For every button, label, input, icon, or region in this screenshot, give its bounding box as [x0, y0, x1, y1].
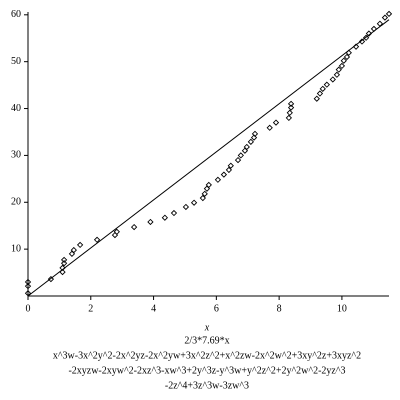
point: [113, 228, 120, 235]
point: [340, 57, 347, 64]
point: [24, 278, 32, 286]
caption: -2xyzw-2xyw^2-2xz^3-xw^3+2y^3z-y^3w+y^2z…: [68, 365, 345, 376]
point: [385, 10, 393, 18]
point: [161, 214, 169, 221]
point: [335, 66, 342, 73]
point: [59, 264, 66, 272]
y-tick-label: 60: [11, 9, 21, 20]
point: [214, 176, 222, 183]
point: [234, 156, 242, 164]
point: [130, 223, 138, 231]
point: [59, 268, 66, 276]
point: [170, 209, 178, 217]
point: [227, 162, 234, 169]
point: [319, 85, 326, 92]
point: [220, 171, 228, 178]
caption: -2z^4+3z^3w-3zw^3: [165, 380, 249, 391]
point: [205, 181, 212, 189]
point: [247, 138, 255, 145]
point: [251, 130, 259, 137]
point: [60, 256, 68, 264]
point: [285, 114, 292, 122]
point: [329, 76, 336, 83]
point: [352, 43, 360, 50]
point: [60, 260, 68, 267]
x-tick-label: 0: [26, 303, 31, 314]
point: [345, 49, 352, 56]
x-tick-label: 8: [277, 303, 282, 314]
point: [365, 30, 373, 37]
point: [93, 236, 101, 243]
point: [70, 246, 77, 254]
point: [381, 14, 389, 21]
caption: x^3w-3x^2y^2-2x^2yz-2x^2yw+3x^2z^2+x^2zw…: [53, 350, 361, 361]
point: [47, 275, 55, 283]
y-tick-label: 50: [11, 56, 21, 67]
caption: 2/3*7.69*x: [184, 335, 229, 346]
y-tick-label: 10: [11, 243, 21, 254]
point: [358, 38, 366, 45]
point: [24, 283, 32, 290]
point: [111, 231, 119, 239]
point: [24, 290, 32, 297]
y-tick-label: 20: [11, 197, 21, 208]
point: [147, 218, 154, 226]
point: [272, 119, 280, 126]
y-tick-label: 30: [11, 150, 21, 161]
point: [225, 166, 233, 174]
point: [287, 104, 295, 111]
point: [286, 109, 293, 116]
point: [333, 71, 341, 78]
point: [316, 90, 324, 97]
point: [182, 203, 190, 211]
point: [287, 100, 295, 107]
point: [343, 53, 351, 61]
x-axis-label: x: [204, 322, 210, 333]
point: [76, 241, 84, 249]
point: [362, 34, 370, 41]
x-tick-label: 6: [214, 303, 219, 314]
point: [313, 95, 320, 102]
line: [27, 19, 390, 297]
point: [250, 134, 258, 141]
point: [376, 20, 384, 27]
point: [243, 143, 250, 151]
point: [237, 152, 244, 159]
point: [338, 62, 346, 70]
point: [266, 124, 273, 131]
point: [370, 25, 378, 33]
point: [190, 199, 198, 206]
point: [323, 81, 330, 88]
x-tick-label: 2: [88, 303, 93, 314]
y-tick-label: 40: [11, 103, 21, 114]
x-tick-label: 4: [151, 303, 156, 314]
x-tick-label: 10: [337, 303, 347, 314]
point: [201, 190, 208, 197]
point: [199, 194, 206, 202]
